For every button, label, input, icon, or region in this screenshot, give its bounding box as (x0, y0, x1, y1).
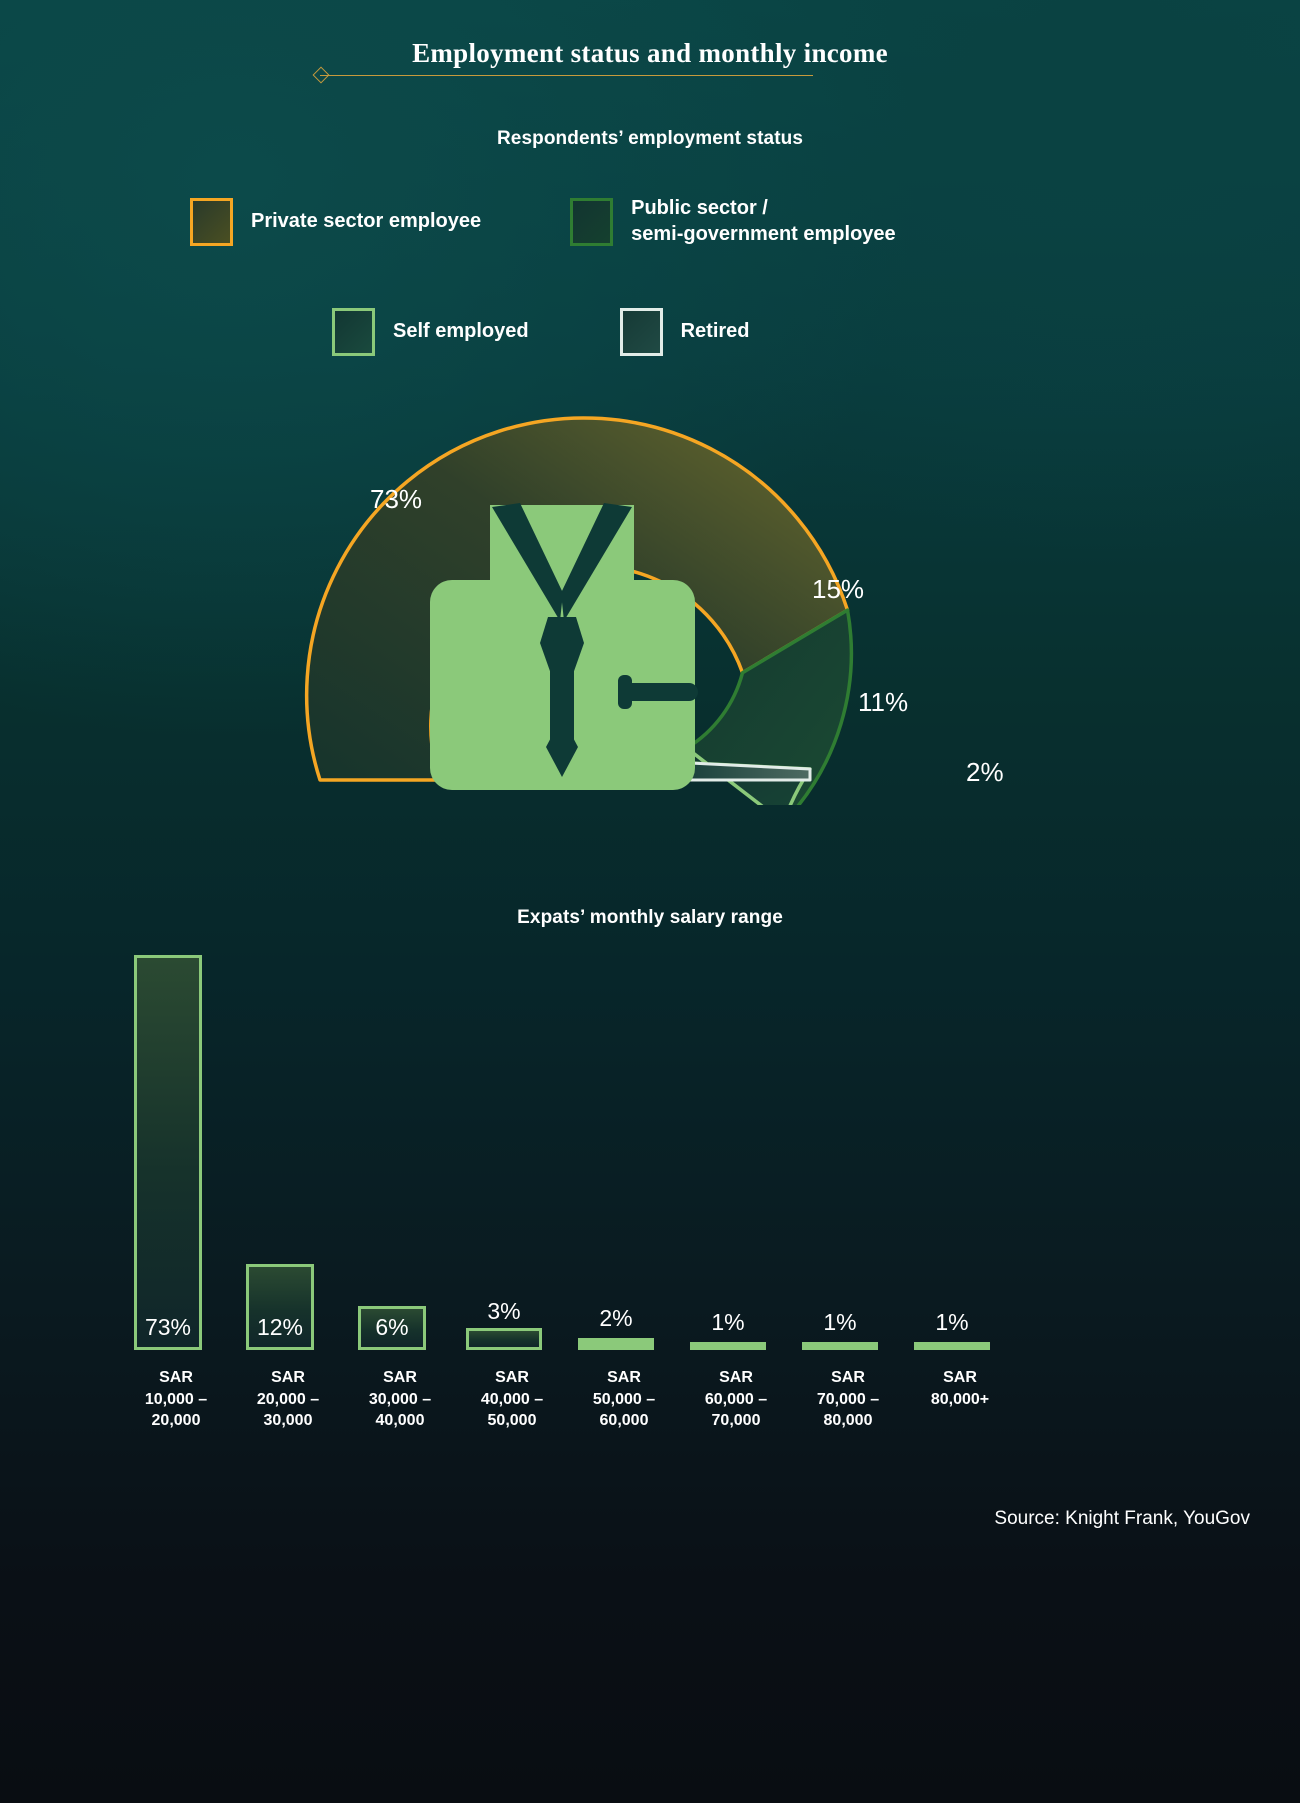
legend-label-private-sector: Private sector employee (251, 209, 482, 232)
title-underline (320, 75, 813, 76)
salary-bar-chart: 73% 12% 6% 3% 2% 1% 1% 1% (120, 950, 1180, 1350)
salary-bar-column[interactable]: 1% (792, 1309, 888, 1350)
salary-x-label: SAR 60,000 – 70,000 (704, 1369, 768, 1430)
section-title-employment-status: Respondents’ employment status (496, 128, 803, 149)
gauge-segment-public-sector[interactable] (685, 608, 854, 805)
salary-bar-column[interactable]: 73% (120, 955, 216, 1350)
source-attribution: Source: Knight Frank, YouGov (994, 1508, 1250, 1529)
salary-bar[interactable]: 1% (690, 1309, 766, 1350)
salary-x-axis-labels: SAR 10,000 – 20,000 SAR 20,000 – 30,000 SA… (120, 1367, 1180, 1432)
legend-item-private-sector[interactable]: Private sector employee (190, 197, 482, 246)
salary-x-label: SAR 10,000 – 20,000 (144, 1369, 208, 1430)
salary-bar-column[interactable]: 1% (680, 1309, 776, 1350)
gauge-value-public-sector: 15% (812, 574, 865, 604)
salary-bar-value: 1% (823, 1309, 857, 1335)
salary-bar-value: 1% (935, 1309, 969, 1335)
salary-bar-value: 73% (144, 1314, 192, 1340)
legend-item-self-employed[interactable]: Self employed (332, 308, 529, 356)
salary-x-label: SAR 40,000 – 50,000 (480, 1369, 544, 1430)
legend-label-retired: Retired (680, 320, 750, 343)
employment-status-gauge (304, 416, 854, 805)
salary-bar[interactable]: 2% (578, 1305, 654, 1350)
legend-row-bottom: Self employed Retired (332, 308, 750, 356)
salary-bar[interactable]: 6% (358, 1306, 426, 1350)
salary-bar-column[interactable]: 12% (232, 1264, 328, 1350)
salary-x-label: SAR 80,000+ (930, 1369, 990, 1408)
salary-x-label: SAR 30,000 – 40,000 (368, 1369, 432, 1430)
salary-bar[interactable]: 3% (466, 1298, 542, 1350)
page-title-wrap: Employment status and monthly income (0, 38, 1300, 69)
salary-bar-value: 3% (487, 1298, 521, 1324)
legend-swatch-self-employed (332, 308, 375, 356)
salary-bar-value: 2% (599, 1305, 633, 1331)
salary-x-label: SAR 20,000 – 30,000 (256, 1369, 320, 1430)
diamond-icon (312, 66, 330, 84)
shirt-and-tie-icon (430, 503, 698, 790)
legend-row-top: Private sector employee Public sector / … (190, 196, 896, 247)
salary-bar[interactable]: 73% (134, 955, 202, 1350)
salary-bar[interactable]: 1% (914, 1309, 990, 1350)
salary-bar-column[interactable]: 1% (904, 1309, 1000, 1350)
salary-bar-column[interactable]: 6% (344, 1306, 440, 1350)
legend-swatch-public-sector (570, 197, 614, 246)
gauge-value-self-employed: 11% (858, 687, 909, 717)
salary-x-label: SAR 70,000 – 80,000 (816, 1369, 880, 1430)
page-title: Employment status and monthly income (412, 38, 888, 68)
legend-label-self-employed: Self employed (393, 320, 529, 343)
salary-bar-column[interactable]: 2% (568, 1305, 664, 1350)
gauge-value-private-sector: 73% (370, 484, 423, 514)
salary-bar-value: 6% (375, 1314, 409, 1340)
legend-label-public-sector: Public sector / semi-government employee (631, 197, 896, 245)
gauge-value-retired: 2% (966, 757, 1004, 787)
salary-bar-column[interactable]: 3% (456, 1298, 552, 1350)
salary-x-label: SAR 50,000 – 60,000 (592, 1369, 656, 1430)
legend-item-public-sector[interactable]: Public sector / semi-government employee (570, 196, 896, 247)
legend-swatch-private-sector (190, 197, 233, 246)
salary-bar-value: 12% (256, 1314, 304, 1340)
salary-bar[interactable]: 12% (246, 1264, 314, 1350)
salary-bar[interactable]: 1% (802, 1309, 878, 1350)
section-title-salary-range: Expats’ monthly salary range (517, 907, 783, 928)
legend-item-retired[interactable]: Retired (619, 308, 750, 356)
salary-bar-value: 1% (711, 1309, 745, 1335)
legend-swatch-retired (619, 308, 663, 356)
